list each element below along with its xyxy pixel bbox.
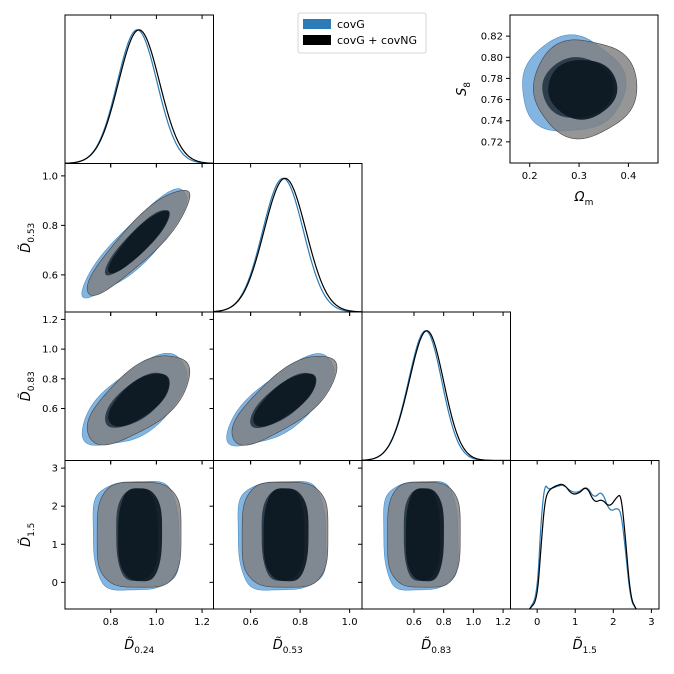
panel-frame [64, 14, 214, 164]
x-tick-label: 1.2 [194, 617, 210, 628]
panel-D_15-vs-D_024: 0.8 1.0 1.2 0 1 2 3 [52, 460, 214, 628]
x-tick-label: 1.0 [465, 617, 481, 628]
inset-y-tick-label: 0.78 [481, 74, 503, 85]
ylabel-D_15: D̃1.5 [19, 523, 37, 547]
inset-y-tick-label: 0.82 [481, 32, 503, 43]
inset-xlabel: Ωm [574, 190, 594, 208]
xlabel-D_024: D̃0.24 [124, 638, 154, 656]
y-tick-label: 1.0 [42, 345, 58, 356]
legend-swatch [303, 35, 331, 45]
legend-swatch [303, 19, 331, 29]
y-tick-label: 2 [52, 502, 58, 513]
x-tick-label: 1 [572, 617, 578, 628]
panel-frame [361, 311, 511, 461]
inset-x-tick-label: 0.4 [620, 171, 636, 182]
marginal-covNG-line [362, 330, 511, 461]
inset-x-tick-label: 0.3 [571, 171, 587, 182]
y-tick-label: 0.6 [42, 270, 58, 281]
xlabel-D_053: D̃0.53 [273, 638, 303, 656]
inset-y-tick-label: 0.72 [481, 137, 503, 148]
y-tick-label: 3 [52, 464, 58, 475]
contour-covNG-1sigma [108, 210, 170, 274]
y-tick-label: 0 [52, 578, 58, 589]
panel-D_15-vs-D_083: 0.6 0.8 1.0 1.2 [358, 460, 511, 628]
marginal-covG-line [65, 29, 214, 164]
y-tick-label: 0.6 [42, 404, 58, 415]
inset-y-tick-label: 0.74 [481, 116, 503, 127]
x-tick-label: 0.8 [436, 617, 452, 628]
panel-D_053-vs-D_024: 0.6 0.8 1.0 [42, 163, 214, 316]
legend-label: covG [337, 18, 365, 31]
panel-D_083-vs-D_024: 0.6 0.8 1.0 1.2 [42, 311, 214, 465]
xlabel-D_15: D̃1.5 [573, 638, 597, 656]
panel-D_083-vs-D_083 [361, 311, 511, 465]
inset-frame [509, 14, 659, 164]
marginal-covG-line [213, 177, 362, 312]
y-tick-label: 0.8 [42, 221, 58, 232]
contour-covNG-1sigma [108, 373, 170, 427]
y-tick-label: 0.8 [42, 374, 58, 385]
x-tick-label: 1.0 [148, 617, 164, 628]
legend-label: covG + covNG [337, 34, 417, 47]
x-tick-label: 0.6 [243, 617, 259, 628]
contour-covNG-1sigma [118, 488, 163, 582]
inset-y-tick-label: 0.80 [481, 53, 503, 64]
y-tick-label: 1 [52, 540, 58, 551]
panel-D_024-vs-D_024 [64, 14, 214, 168]
panel-D_053-vs-D_053 [213, 163, 363, 316]
marginal-covG-line [529, 484, 637, 609]
inset-x-tick-label: 0.2 [522, 171, 538, 182]
x-tick-label: 0.6 [406, 617, 422, 628]
contour-covNG-1sigma [405, 488, 444, 582]
inset-ylabel: S8 [455, 82, 473, 96]
y-tick-label: 1.2 [42, 315, 58, 326]
contour-covNG-1sigma [253, 373, 317, 427]
x-tick-label: 1.0 [342, 617, 358, 628]
x-tick-label: 2 [610, 617, 616, 628]
ylabel-D_053: D̃0.53 [19, 223, 37, 253]
x-tick-label: 1.2 [495, 617, 511, 628]
marginal-covNG-line [213, 177, 362, 312]
inset-y-tick-label: 0.76 [481, 95, 503, 106]
marginal-covNG-line [65, 29, 214, 164]
panel-D_15-vs-D_15: 0 1 2 3 [510, 460, 660, 628]
inset-covNG-1sigma [548, 60, 618, 120]
x-tick-label: 0.8 [103, 617, 119, 628]
legend: covG covG + covNG [297, 12, 427, 54]
xlabel-D_083: D̃0.83 [421, 638, 451, 656]
inset-panel: 0.2 0.3 0.4 0.72 0.74 0.76 0.78 0.80 0.82 Ωm S8 [455, 14, 659, 208]
panel-D_15-vs-D_053: 0.6 0.8 1.0 [209, 460, 363, 628]
panel-frame [213, 163, 363, 313]
marginal-covNG-line [529, 483, 637, 609]
panel-frame [510, 460, 660, 610]
x-tick-label: 3 [648, 617, 654, 628]
contour-covNG-1sigma [263, 488, 309, 582]
panel-D_083-vs-D_053 [209, 311, 363, 465]
y-tick-label: 1.0 [42, 171, 58, 182]
x-tick-label: 0 [534, 617, 540, 628]
ylabel-D_083: D̃0.83 [19, 371, 37, 401]
x-tick-label: 0.8 [292, 617, 308, 628]
